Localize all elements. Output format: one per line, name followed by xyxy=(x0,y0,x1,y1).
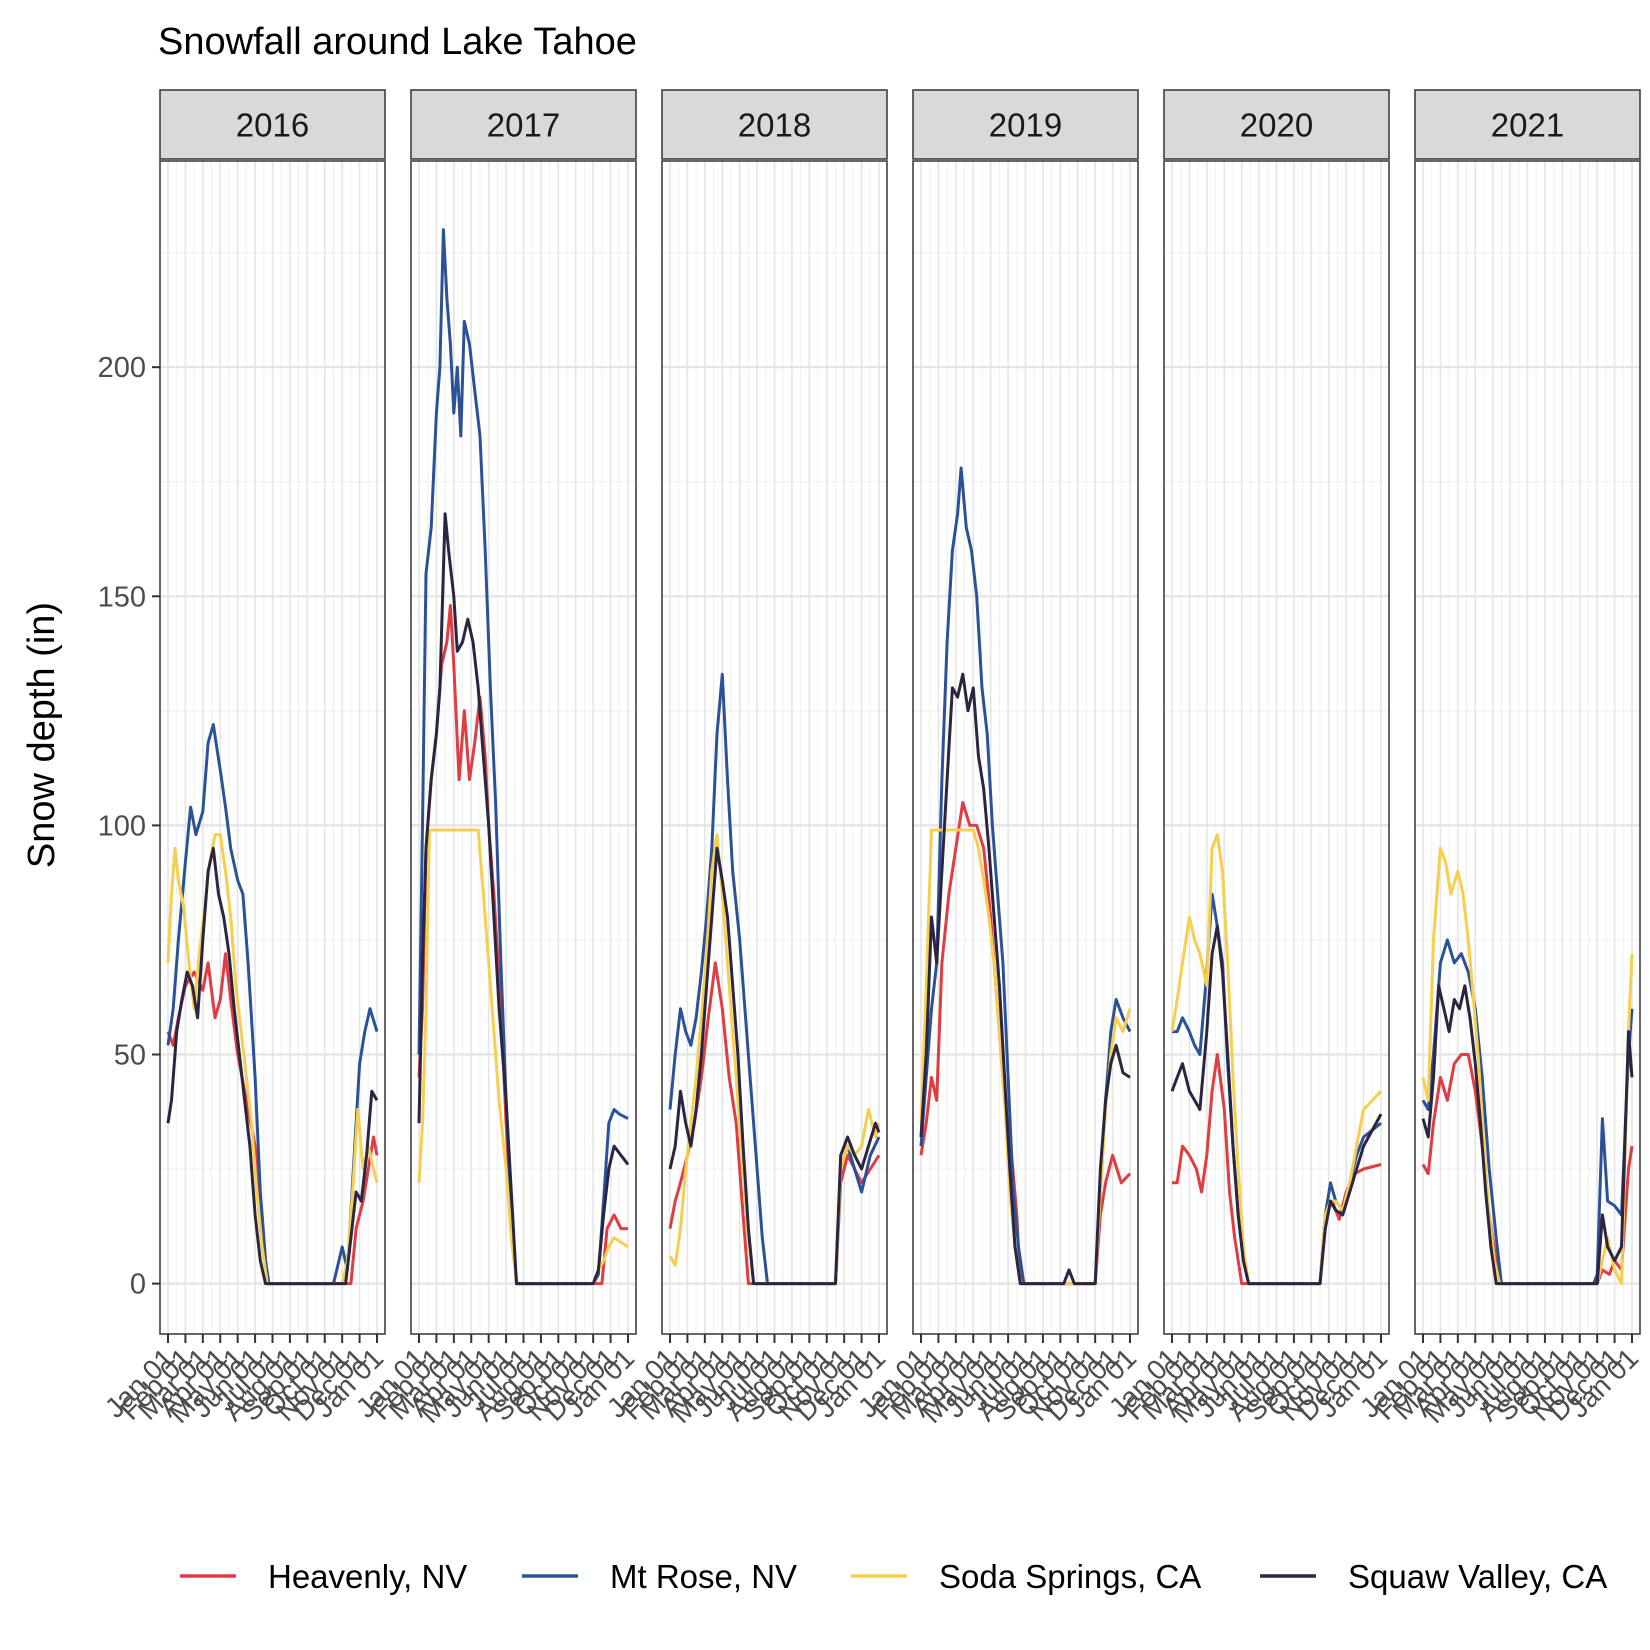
legend-item: Squaw Valley, CA xyxy=(1260,1558,1607,1595)
chart-title: Snowfall around Lake Tahoe xyxy=(158,21,637,63)
series-line-soda-springs-ca xyxy=(1170,833,1383,1286)
legend-label: Mt Rose, NV xyxy=(610,1558,797,1595)
series-line-soda-springs-ca xyxy=(417,828,629,1286)
legend-item: Heavenly, NV xyxy=(180,1558,467,1595)
y-tick-label: 100 xyxy=(98,810,146,842)
y-tick-label: 150 xyxy=(98,581,146,613)
y-tick-label: 200 xyxy=(98,352,146,384)
y-tick-label: 0 xyxy=(130,1269,146,1301)
y-axis: 0 50 100 150 200 xyxy=(98,352,160,1301)
series-line-squaw-valley-ca xyxy=(1421,984,1634,1286)
facet-strip xyxy=(1163,89,1390,160)
series-line-squaw-valley-ca xyxy=(668,846,881,1286)
facet-strip-label: 2021 xyxy=(1491,107,1564,144)
legend-item: Mt Rose, NV xyxy=(522,1558,797,1595)
series-line-soda-springs-ca xyxy=(166,833,379,1286)
y-axis-label: Snow depth (in) xyxy=(21,602,63,868)
facet-strip xyxy=(1414,89,1641,160)
legend-label: Heavenly, NV xyxy=(268,1558,467,1595)
legend-label: Soda Springs, CA xyxy=(939,1558,1201,1595)
facet-strip-label: 2019 xyxy=(989,107,1062,144)
legend-item: Soda Springs, CA xyxy=(851,1558,1201,1595)
series-line-squaw-valley-ca xyxy=(919,672,1131,1286)
series-line-mt-rose-nv xyxy=(1421,938,1634,1286)
facet-strip-label: 2016 xyxy=(236,107,309,144)
facet-strip-label: 2018 xyxy=(738,107,811,144)
facet-strip-label: 2017 xyxy=(487,107,560,144)
facet-strip xyxy=(159,89,386,160)
series-line-squaw-valley-ca xyxy=(1170,924,1383,1286)
legend: Heavenly, NV Mt Rose, NV Soda Springs, CA S… xyxy=(180,1558,1607,1595)
series-line-squaw-valley-ca xyxy=(166,846,379,1286)
facet-strip xyxy=(410,89,637,160)
series-line-heavenly-nv xyxy=(919,801,1132,1286)
legend-label: Squaw Valley, CA xyxy=(1348,1558,1607,1595)
facet-strip-label: 2020 xyxy=(1240,107,1313,144)
facet-strip xyxy=(912,89,1139,160)
series-line-squaw-valley-ca xyxy=(417,512,630,1286)
y-tick-label: 50 xyxy=(114,1039,146,1071)
facet-strip xyxy=(661,89,888,160)
